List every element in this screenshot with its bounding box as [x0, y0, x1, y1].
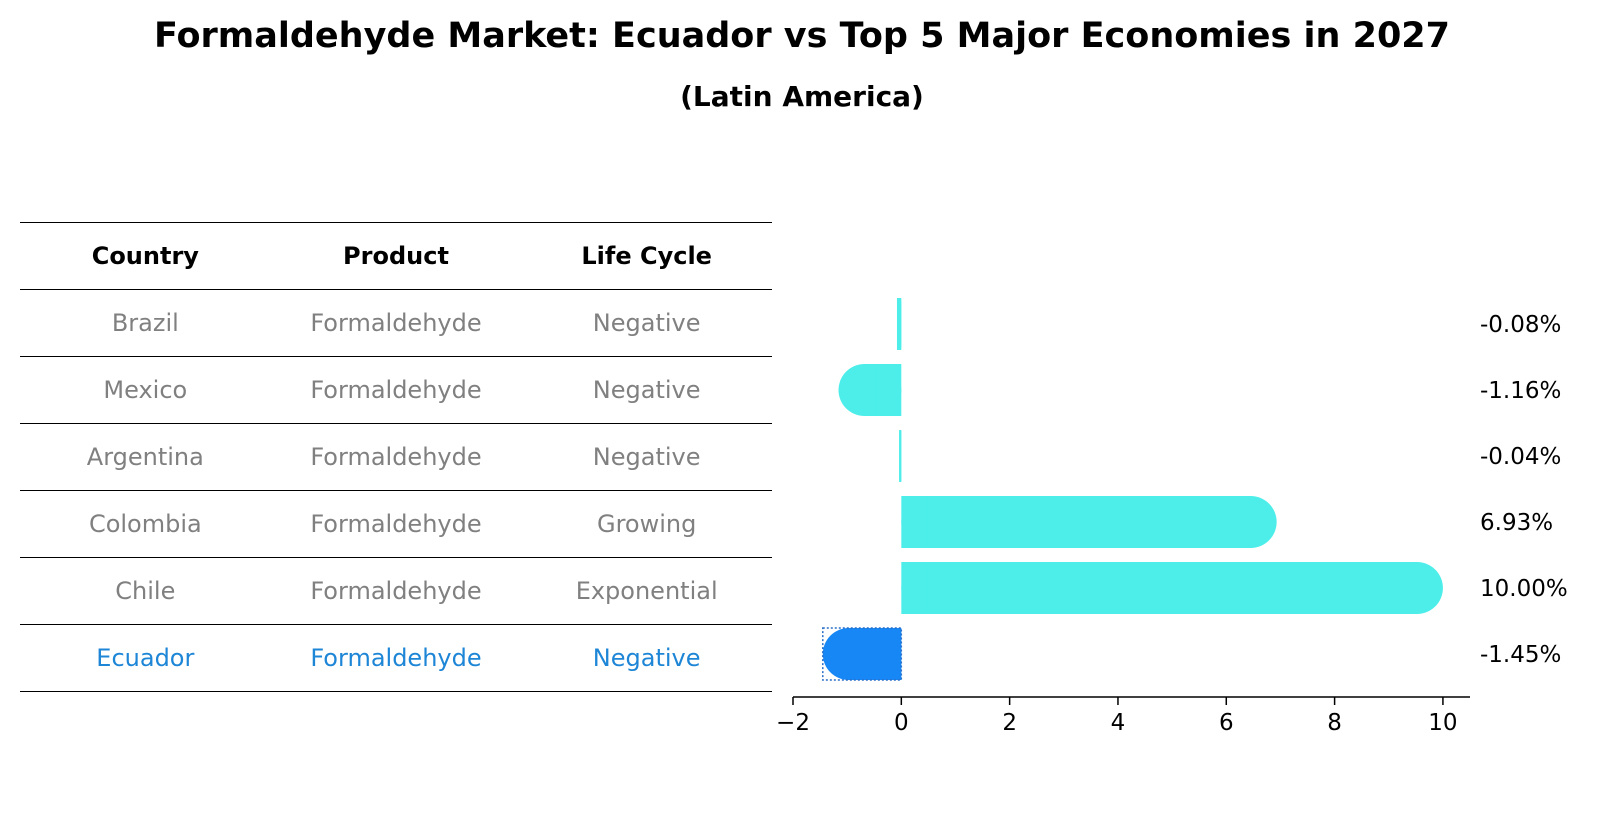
cell-product: Formaldehyde [270, 624, 522, 692]
bar-base [901, 496, 928, 548]
cell-product: Formaldehyde [270, 557, 522, 625]
value-label-brazil: -0.08% [1480, 312, 1561, 338]
bar-mexico [838, 364, 902, 416]
cell-life-cycle: Negative [521, 356, 772, 424]
bar-base [901, 562, 928, 614]
bar-colombia [901, 496, 1277, 548]
cell-country: Brazil [20, 289, 271, 357]
bar-argentina [899, 430, 902, 482]
value-label-mexico: -1.16% [1480, 378, 1561, 404]
cell-life-cycle: Negative [521, 289, 772, 357]
table-row: Mexico Formaldehyde Negative [20, 356, 772, 424]
x-tick-label: 2 [1002, 710, 1017, 736]
cell-product: Formaldehyde [270, 490, 522, 558]
column-header-country: Country [20, 222, 271, 290]
x-tick-label: 6 [1219, 710, 1234, 736]
cell-life-cycle: Exponential [521, 557, 772, 625]
value-label-ecuador: -1.45% [1480, 642, 1561, 668]
table-row: Chile Formaldehyde Exponential [20, 557, 772, 625]
x-tick-label: 4 [1111, 710, 1126, 736]
cell-life-cycle: Negative [521, 624, 772, 692]
bar-highlight-outline [822, 627, 903, 681]
table-row: Colombia Formaldehyde Growing [20, 490, 772, 558]
cell-country: Argentina [20, 423, 271, 491]
bar-base [899, 430, 902, 482]
country-table: Country Product Life Cycle Brazil Formal… [20, 222, 772, 692]
table-row: Argentina Formaldehyde Negative [20, 423, 772, 491]
value-label-colombia: 6.93% [1480, 510, 1553, 536]
bar-chile [901, 562, 1443, 614]
bar-brazil [896, 298, 902, 350]
table-row-highlight: Ecuador Formaldehyde Negative [20, 624, 772, 692]
table-row: Brazil Formaldehyde Negative [20, 289, 772, 357]
cell-country: Chile [20, 557, 271, 625]
chart-title: Formaldehyde Market: Ecuador vs Top 5 Ma… [153, 16, 1451, 56]
bar-ecuador [822, 627, 903, 681]
cell-product: Formaldehyde [270, 423, 522, 491]
x-tick-label: 10 [1428, 710, 1457, 736]
cell-country: Ecuador [20, 624, 271, 692]
column-header-life-cycle: Life Cycle [521, 222, 772, 290]
x-tick-label: −2 [776, 710, 810, 736]
bar-rounded [901, 496, 1277, 548]
cell-country: Colombia [20, 490, 271, 558]
cell-product: Formaldehyde [270, 356, 522, 424]
cell-life-cycle: Negative [521, 423, 772, 491]
cell-product: Formaldehyde [270, 289, 522, 357]
x-tick-label: 0 [894, 710, 909, 736]
bar-base [875, 628, 902, 680]
x-tick-label: 8 [1327, 710, 1342, 736]
chart-subtitle: (Latin America) [680, 80, 924, 113]
bar-base [896, 298, 902, 350]
bar-rounded [901, 562, 1443, 614]
bar-base [875, 364, 902, 416]
value-label-chile: 10.00% [1480, 576, 1568, 602]
column-header-product: Product [270, 222, 522, 290]
table-header-row: Country Product Life Cycle [20, 222, 772, 290]
value-label-argentina: -0.04% [1480, 444, 1561, 470]
cell-life-cycle: Growing [521, 490, 772, 558]
cell-country: Mexico [20, 356, 271, 424]
